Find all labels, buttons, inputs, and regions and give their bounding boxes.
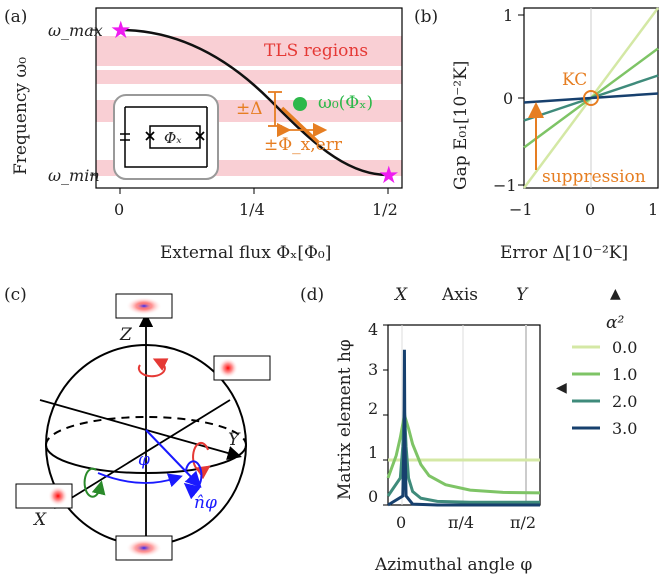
panel-b-xlabel: Error Δ[10⁻²K] bbox=[500, 243, 628, 263]
phi-arc bbox=[97, 472, 183, 488]
x-axis-label: X bbox=[32, 510, 47, 530]
state-box-left bbox=[15, 483, 73, 509]
ytick-label: 1 bbox=[368, 443, 378, 462]
y-axis-label: Y bbox=[228, 430, 241, 450]
xtick-label: 1/2 bbox=[372, 200, 398, 219]
left-arrow-icon: ◀ bbox=[556, 380, 567, 396]
operating-point bbox=[293, 97, 307, 111]
legend-label: 2.0 bbox=[612, 392, 637, 411]
panel-a: (a) ω_max ω_min 0 1/4 1/2 Frequency ω₀ E… bbox=[4, 7, 403, 263]
panel-d-xlabel: Azimuthal angle φ bbox=[374, 555, 532, 575]
tls-band bbox=[96, 36, 402, 66]
panel-a-ylabel: Frequency ω₀ bbox=[11, 57, 31, 175]
panel-d-label: (d) bbox=[300, 285, 324, 305]
ytick-label-min: ω_min bbox=[48, 166, 100, 185]
panel-c-label: (c) bbox=[4, 285, 27, 305]
tls-label: TLS regions bbox=[264, 41, 368, 61]
circuit-label: Φₓ bbox=[164, 129, 182, 147]
panel-d-yticks bbox=[383, 324, 388, 506]
rotation-y-icon bbox=[192, 441, 211, 480]
y-axis bbox=[39, 399, 242, 460]
kc-label: KC bbox=[562, 70, 587, 90]
circuit-diagram: Φₓ bbox=[113, 94, 219, 180]
series-line-3 bbox=[387, 349, 540, 507]
panel-d-series bbox=[386, 349, 541, 507]
legend-label: 3.0 bbox=[612, 419, 637, 438]
top-label-x: X bbox=[393, 285, 408, 305]
ytick-label: 2 bbox=[368, 399, 378, 418]
ytick-label: −1 bbox=[493, 176, 517, 195]
xtick-label: −1 bbox=[509, 200, 533, 219]
z-axis-label: Z bbox=[119, 325, 133, 345]
ytick-label: 0 bbox=[368, 487, 378, 506]
panel-b-label: (b) bbox=[414, 7, 438, 27]
top-label-axis: Axis bbox=[441, 285, 478, 305]
x-axis bbox=[53, 399, 231, 509]
frequency-curve bbox=[119, 28, 389, 177]
series-line-1 bbox=[386, 414, 541, 495]
equator-back bbox=[45, 416, 247, 446]
panel-d-legend: 0.0 1.0 2.0 3.0 bbox=[572, 338, 637, 438]
rotation-nphi-icon bbox=[183, 460, 203, 500]
panel-d-axes bbox=[387, 324, 541, 506]
star-icon: ★ bbox=[378, 161, 400, 189]
panel-c: (c) Z X Y φ n̂φ bbox=[4, 285, 271, 561]
panel-b-series bbox=[522, 7, 660, 189]
state-box-bottom bbox=[115, 535, 173, 561]
panel-d: (d) 0 1 2 3 4 0 π/4 π/2 X Axis Y Matrix … bbox=[300, 285, 637, 575]
xtick-label: π/2 bbox=[510, 513, 536, 532]
panel-b: (b) 1 0 −1 −1 0 1 Gap E₀₁[10⁻²K] Error Δ… bbox=[414, 6, 660, 263]
xtick-label: π/4 bbox=[448, 513, 474, 532]
panel-a-axes bbox=[95, 7, 403, 189]
n-phi-label: n̂φ bbox=[194, 493, 217, 513]
series-line-3 bbox=[523, 92, 659, 104]
xtick-label: 1 bbox=[648, 200, 658, 219]
xtick-label: 0 bbox=[114, 200, 124, 219]
rotation-z-icon bbox=[137, 358, 169, 378]
star-icon: ★ bbox=[110, 16, 132, 44]
point-label: ω₀(Φₓ) bbox=[318, 93, 373, 113]
delta-label: ±Δ bbox=[236, 99, 263, 119]
ytick-label: 0 bbox=[503, 89, 513, 108]
phi-label: φ bbox=[138, 450, 150, 470]
ytick-label: 3 bbox=[368, 360, 378, 379]
legend-label: 1.0 bbox=[612, 365, 637, 384]
ytick-label: 1 bbox=[503, 6, 513, 25]
xtick-label: 0 bbox=[585, 200, 595, 219]
legend-title: α² bbox=[606, 313, 624, 333]
panel-a-xlabel: External flux Φₓ[Φ₀] bbox=[160, 243, 331, 263]
xtick-label: 1/4 bbox=[239, 200, 265, 219]
xtick-label: 0 bbox=[396, 513, 406, 532]
top-label-y: Y bbox=[516, 285, 529, 305]
ytick-label-max: ω_max bbox=[48, 21, 103, 40]
legend-label: 0.0 bbox=[612, 338, 637, 357]
rotation-x-icon bbox=[83, 467, 106, 498]
n-phi-vector bbox=[145, 429, 202, 488]
suppression-label: suppression bbox=[542, 167, 646, 187]
panel-b-ylabel: Gap E₀₁[10⁻²K] bbox=[451, 61, 471, 190]
up-arrow-icon: ▲ bbox=[610, 286, 621, 302]
panel-a-label: (a) bbox=[4, 7, 27, 27]
panel-d-ylabel: Matrix element hφ bbox=[335, 339, 355, 500]
phi-err-label: ±Φ_x,err bbox=[264, 135, 343, 155]
kc-marker bbox=[583, 90, 599, 106]
state-box-right bbox=[213, 355, 271, 381]
state-box-top bbox=[115, 293, 173, 319]
ytick-label: 4 bbox=[368, 320, 378, 339]
tls-band bbox=[96, 70, 402, 84]
